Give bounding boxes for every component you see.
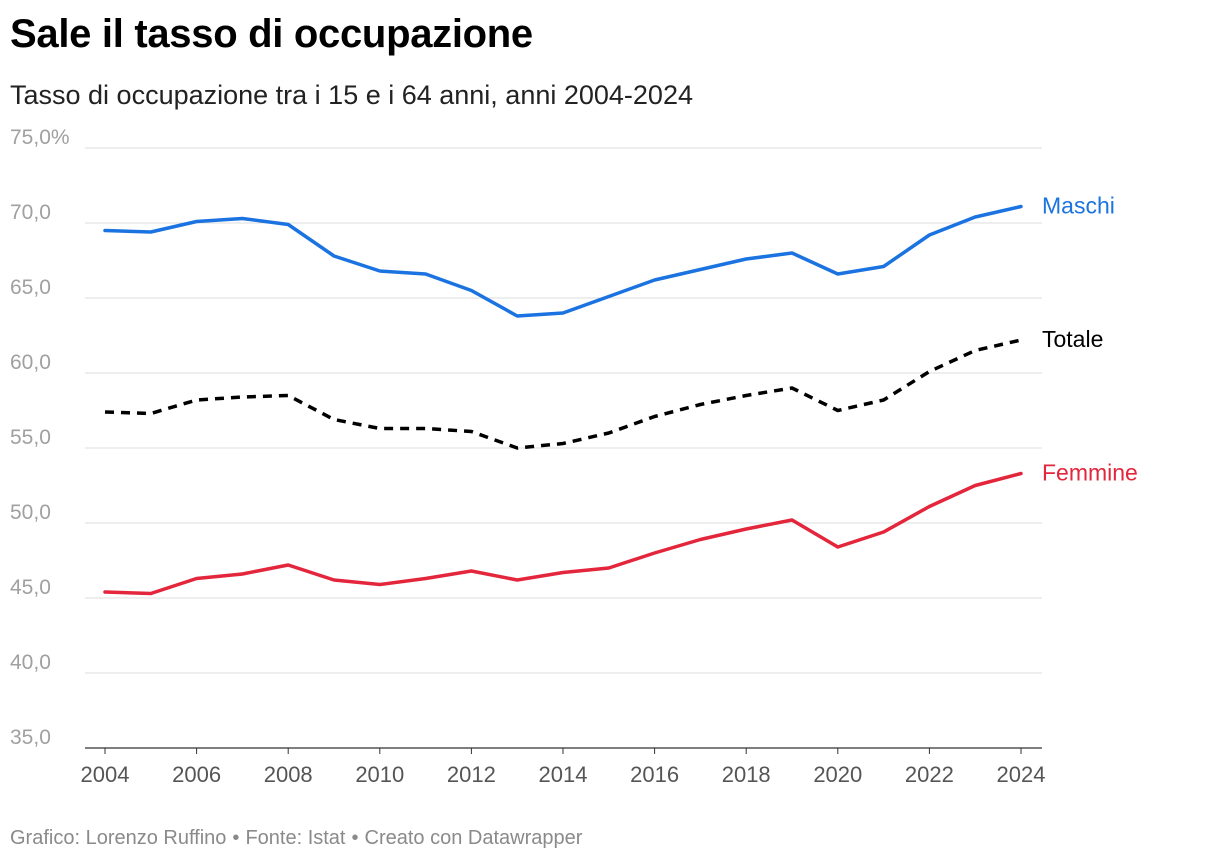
chart-title: Sale il tasso di occupazione xyxy=(10,12,533,56)
y-tick-label: 60,0 xyxy=(10,351,51,374)
footer-author: Grafico: Lorenzo Ruffino xyxy=(10,827,227,849)
series-label-totale: Totale xyxy=(1042,326,1103,352)
footer-separator: • xyxy=(232,827,240,849)
chart-subtitle: Tasso di occupazione tra i 15 e i 64 ann… xyxy=(10,80,693,110)
series-labels: Maschi Totale Femmine xyxy=(1042,193,1138,486)
y-tick-label: 55,0 xyxy=(10,426,51,449)
x-tick-label: 2024 xyxy=(997,762,1046,787)
y-tick-label: 35,0 xyxy=(10,726,51,749)
y-tick-label: 75,0% xyxy=(10,126,70,149)
grid-lines xyxy=(85,147,1042,749)
series-label-femmine: Femmine xyxy=(1042,460,1138,486)
y-tick-label: 70,0 xyxy=(10,201,51,224)
x-tick-label: 2010 xyxy=(355,762,404,787)
x-tick-label: 2016 xyxy=(630,762,679,787)
series-label-maschi: Maschi xyxy=(1042,193,1115,219)
x-axis-tick-labels: 2004 2006 2008 2010 2012 2014 2016 2018 2020 2022… xyxy=(81,748,1046,787)
series-lines xyxy=(103,204,1023,596)
y-tick-label: 50,0 xyxy=(10,501,51,524)
footer-tool: Creato con Datawrapper xyxy=(364,827,583,849)
chart-footer: Grafico: Lorenzo Ruffino • Fonte: Istat • Cr… xyxy=(10,827,582,850)
x-tick-label: 2020 xyxy=(813,762,862,787)
x-tick-label: 2022 xyxy=(905,762,954,787)
x-tick-label: 2012 xyxy=(447,762,496,787)
y-tick-label: 65,0 xyxy=(10,276,51,299)
y-tick-label: 40,0 xyxy=(10,651,51,674)
footer-separator: • xyxy=(351,827,359,849)
footer-source: Fonte: Istat xyxy=(245,827,346,849)
x-tick-label: 2004 xyxy=(81,762,130,787)
series-line-maschi xyxy=(103,204,1023,318)
y-axis-tick-labels: 75,0% 70,0 65,0 60,0 55,0 50,0 45,0 40,0 35,0 xyxy=(10,126,70,749)
y-tick-label: 45,0 xyxy=(10,576,51,599)
x-tick-label: 2006 xyxy=(172,762,221,787)
x-tick-label: 2014 xyxy=(539,762,588,787)
x-tick-label: 2018 xyxy=(722,762,771,787)
x-tick-label: 2008 xyxy=(264,762,313,787)
series-line-totale xyxy=(104,338,1022,450)
series-line-femmine xyxy=(103,471,1023,596)
